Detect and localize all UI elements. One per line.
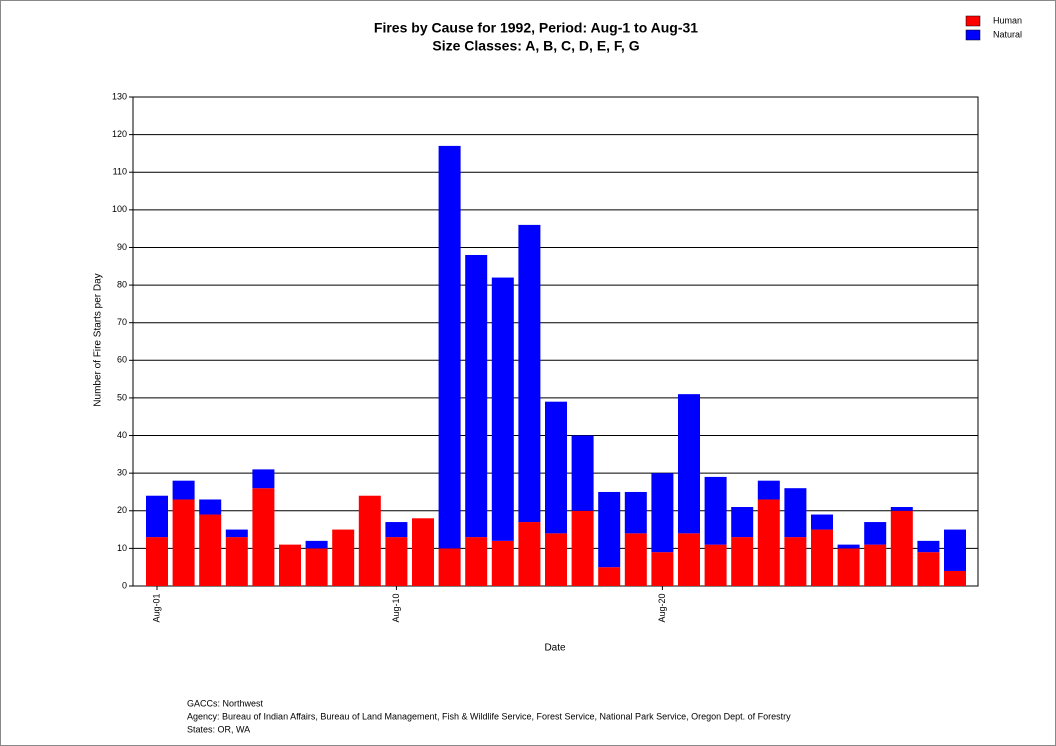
x-axis-label: Date bbox=[544, 643, 566, 654]
bar-segment bbox=[624, 533, 647, 586]
bar-segment bbox=[385, 537, 408, 586]
bar-segment bbox=[757, 499, 780, 586]
bar-segment bbox=[412, 518, 434, 586]
y-tick-label: 80 bbox=[117, 279, 127, 289]
bar-segment bbox=[784, 488, 807, 538]
y-tick-label: 10 bbox=[117, 543, 127, 553]
bar-segment bbox=[704, 476, 727, 545]
chart-title: Fires by Cause for 1992, Period: Aug-1 t… bbox=[374, 20, 698, 36]
bar-segment bbox=[678, 533, 700, 586]
legend-swatch bbox=[965, 29, 981, 41]
bar-segment bbox=[252, 469, 275, 489]
bar-segment bbox=[518, 224, 541, 523]
bar-segment bbox=[438, 145, 461, 549]
bar-segment bbox=[491, 277, 514, 541]
bar-segment bbox=[944, 570, 966, 586]
y-tick-label: 0 bbox=[122, 580, 127, 590]
y-tick-label: 120 bbox=[112, 129, 127, 139]
bar-segment bbox=[651, 552, 674, 586]
x-tick-label: Aug-01 bbox=[151, 593, 161, 622]
y-tick-label: 130 bbox=[112, 91, 127, 101]
bar-segment bbox=[678, 394, 700, 534]
legend-label: Natural bbox=[993, 29, 1022, 39]
bar-segment bbox=[811, 514, 833, 530]
bar-segment bbox=[571, 435, 594, 511]
bar-segment bbox=[385, 522, 408, 538]
y-tick-label: 20 bbox=[117, 505, 127, 515]
y-tick-label: 100 bbox=[112, 204, 127, 214]
bar-segment bbox=[225, 529, 248, 538]
bar-segment bbox=[545, 533, 567, 586]
bar-segment bbox=[651, 473, 674, 553]
bar-segment bbox=[864, 544, 887, 586]
bar-segment bbox=[332, 529, 355, 586]
bar-segment bbox=[225, 537, 248, 586]
bar-segment bbox=[358, 495, 381, 586]
y-tick-label: 50 bbox=[117, 392, 127, 402]
bar-segment bbox=[545, 401, 567, 534]
bar-segment bbox=[624, 491, 647, 534]
bar-segment bbox=[811, 529, 833, 586]
y-tick-label: 40 bbox=[117, 430, 127, 440]
bar-segment bbox=[465, 254, 488, 538]
footer-text: States: OR, WA bbox=[187, 724, 250, 734]
chart-subtitle: Size Classes: A, B, C, D, E, F, G bbox=[432, 38, 639, 54]
y-tick-label: 30 bbox=[117, 468, 127, 478]
y-tick-label: 90 bbox=[117, 242, 127, 252]
bar-segment bbox=[146, 495, 168, 538]
y-tick-label: 60 bbox=[117, 355, 127, 365]
bar-segment bbox=[731, 537, 754, 586]
bar-segment bbox=[172, 499, 195, 586]
y-tick-label: 110 bbox=[113, 167, 127, 177]
legend-label: Human bbox=[993, 15, 1022, 25]
footer-text: GACCs: Northwest bbox=[187, 698, 264, 708]
bar-segment bbox=[146, 537, 168, 586]
bar-segment bbox=[890, 507, 913, 511]
legend-swatch bbox=[965, 15, 981, 27]
y-axis-label: Number of Fire Starts per Day bbox=[93, 273, 104, 406]
bar-segment bbox=[252, 488, 275, 586]
bar-segment bbox=[172, 480, 195, 500]
x-tick-label: Aug-20 bbox=[657, 593, 667, 622]
bar-segment bbox=[199, 514, 222, 586]
x-tick-label: Aug-10 bbox=[391, 593, 401, 622]
bar-segment bbox=[917, 552, 940, 586]
bar-segment bbox=[199, 499, 222, 515]
bar-segment bbox=[890, 510, 913, 586]
bar-segment bbox=[731, 507, 754, 538]
bar-segment bbox=[598, 491, 621, 568]
footer-text: Agency: Bureau of Indian Affairs, Bureau… bbox=[187, 711, 791, 721]
bar-segment bbox=[837, 544, 860, 549]
bar-segment bbox=[571, 510, 594, 586]
bar-segment bbox=[305, 548, 328, 586]
bar-segment bbox=[465, 537, 488, 586]
bar-segment bbox=[598, 567, 621, 586]
bar-segment bbox=[305, 540, 328, 549]
bar-segment bbox=[518, 522, 541, 586]
y-tick-label: 70 bbox=[117, 317, 127, 327]
bar-segment bbox=[864, 522, 887, 545]
bar-segment bbox=[784, 537, 807, 586]
bar-segment bbox=[438, 548, 461, 586]
bar-segment bbox=[279, 544, 301, 586]
bar-segment bbox=[757, 480, 780, 500]
bar-segment bbox=[837, 548, 860, 586]
bar-segment bbox=[491, 540, 514, 586]
bar-segment bbox=[944, 529, 966, 571]
bar-segment bbox=[917, 540, 940, 553]
bar-segment bbox=[704, 544, 727, 586]
